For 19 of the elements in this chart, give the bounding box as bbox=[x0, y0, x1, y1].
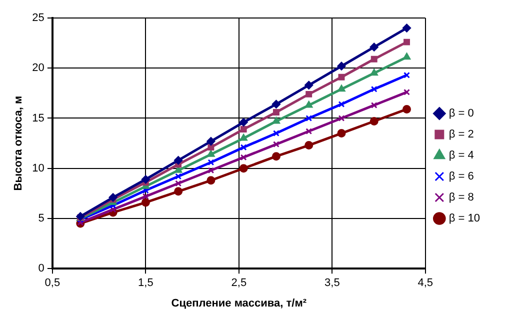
x-axis-title: Сцепление массива, т/м² bbox=[171, 297, 307, 310]
x-tick-label: 2,5 bbox=[231, 277, 247, 290]
legend-label: β = 2 bbox=[448, 128, 474, 141]
x-tick-label: 3,5 bbox=[324, 277, 340, 290]
legend-label: β = 6 bbox=[448, 170, 474, 183]
y-tick-label: 5 bbox=[38, 212, 44, 225]
legend-label: β = 0 bbox=[448, 108, 474, 120]
x-tick-label: 4,5 bbox=[418, 277, 434, 290]
legend-label: β = 4 bbox=[448, 150, 474, 162]
y-tick-label: 25 bbox=[32, 12, 44, 24]
y-tick-label: 10 bbox=[32, 162, 44, 174]
x-tick-label: 0,5 bbox=[44, 277, 60, 290]
y-tick-label: 0 bbox=[38, 262, 44, 275]
legend-label: β = 10 bbox=[448, 212, 480, 225]
legend-label: β = 8 bbox=[448, 192, 474, 204]
x-tick-label: 1,5 bbox=[138, 277, 154, 290]
y-tick-label: 15 bbox=[32, 112, 44, 124]
y-tick-label: 20 bbox=[32, 62, 44, 74]
y-axis-title: Высота откоса, м bbox=[12, 96, 25, 191]
